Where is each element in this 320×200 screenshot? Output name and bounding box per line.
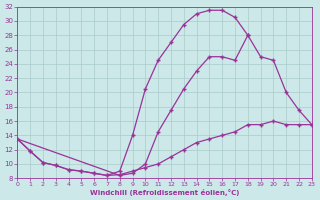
- X-axis label: Windchill (Refroidissement éolien,°C): Windchill (Refroidissement éolien,°C): [90, 189, 239, 196]
